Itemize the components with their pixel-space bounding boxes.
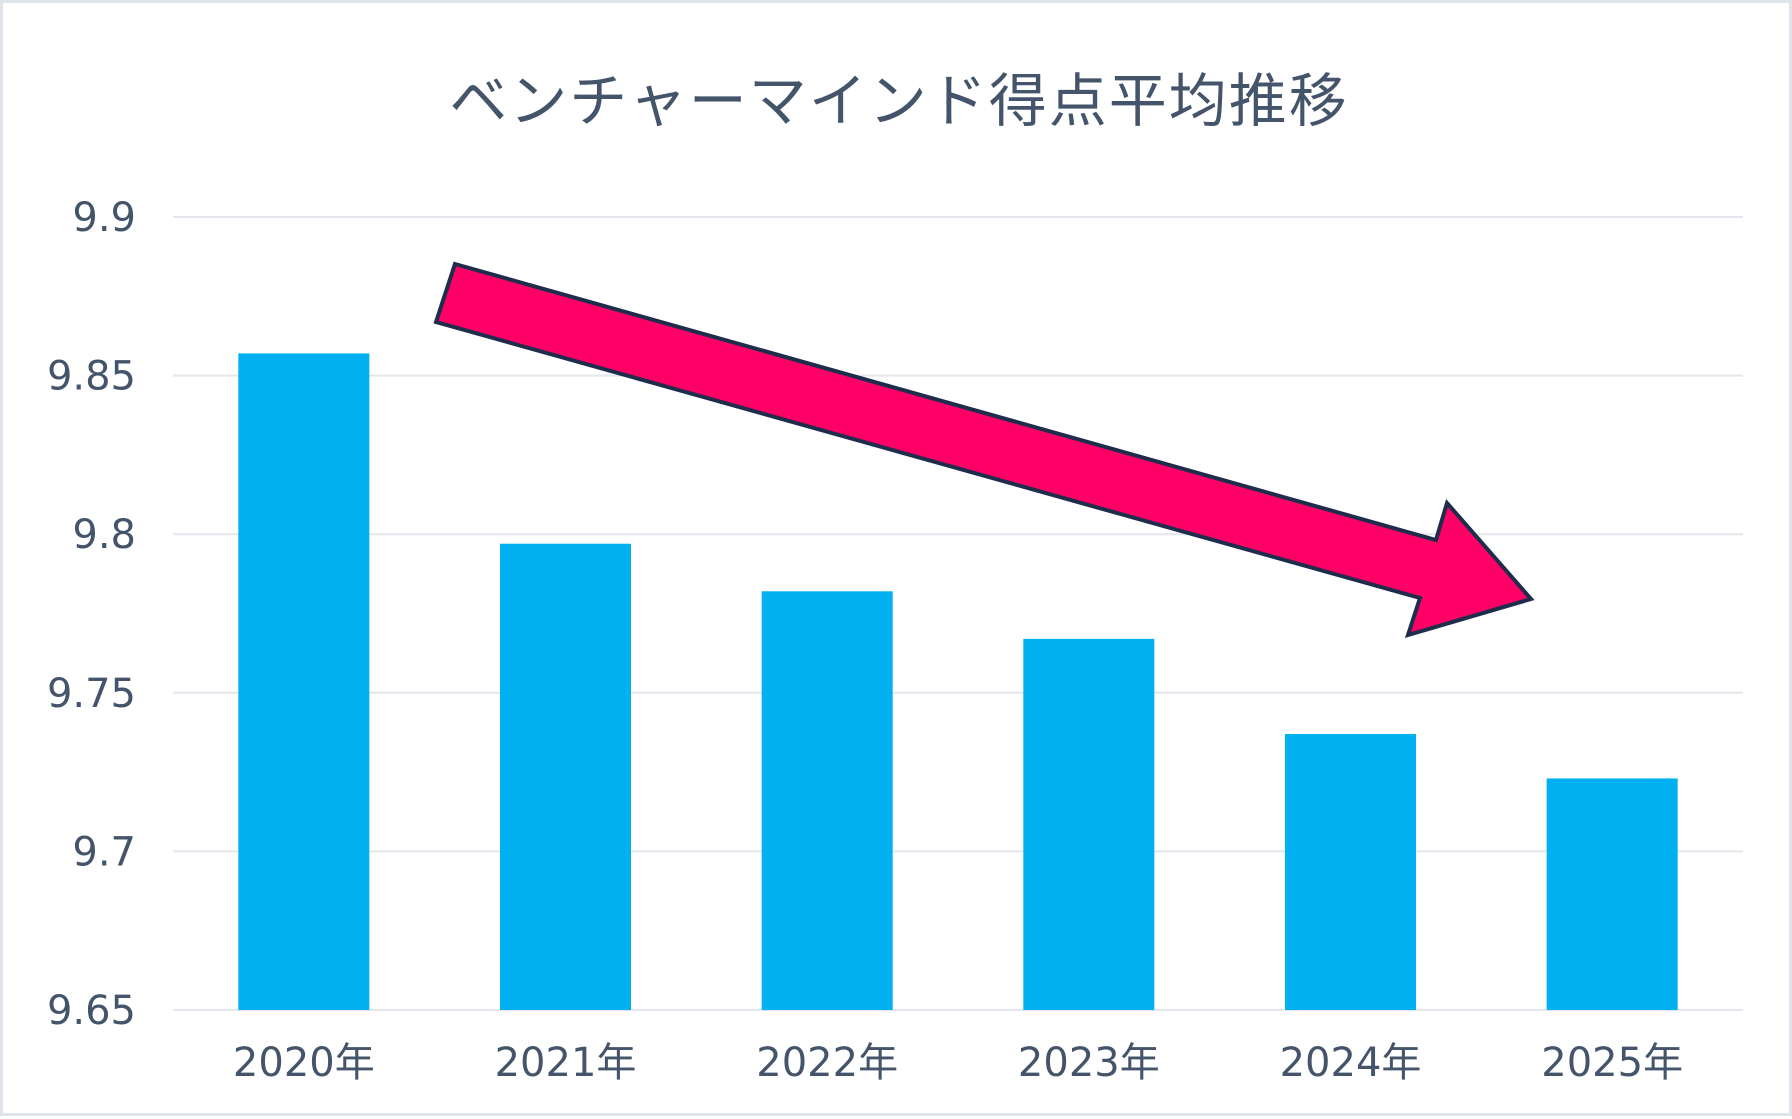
x-tick-label: 2022年 — [756, 1040, 898, 1086]
y-tick-label: 9.75 — [47, 671, 136, 717]
y-tick-label: 9.7 — [72, 829, 136, 875]
bar — [1285, 734, 1416, 1010]
x-tick-label: 2021年 — [495, 1040, 637, 1086]
bar-chart: ベンチャーマインド得点平均推移 9.65 9.7 9.75 9.8 9.85 9.9 20… — [47, 67, 1743, 1086]
y-tick-label: 9.9 — [72, 195, 136, 241]
y-tick-label: 9.85 — [47, 354, 136, 400]
y-tick-label: 9.65 — [47, 988, 136, 1034]
gridlines — [173, 216, 1743, 1011]
bar — [500, 543, 631, 1010]
x-tick-label: 2025年 — [1541, 1040, 1683, 1086]
bar — [238, 353, 370, 1010]
x-axis-ticks: 2020年 2021年 2022年 2023年 2024年 2025年 — [233, 1040, 1683, 1086]
x-tick-label: 2023年 — [1018, 1040, 1160, 1086]
x-tick-label: 2024年 — [1280, 1040, 1422, 1086]
x-tick-label: 2020年 — [233, 1040, 375, 1086]
bar — [761, 591, 893, 1010]
trend-arrow — [433, 261, 1535, 638]
chart-title: ベンチャーマインド得点平均推移 — [449, 67, 1348, 135]
y-tick-label: 9.8 — [72, 512, 136, 558]
bar — [1023, 638, 1155, 1010]
bars — [238, 353, 1678, 1010]
bar — [1546, 778, 1678, 1010]
y-axis-ticks: 9.65 9.7 9.75 9.8 9.85 9.9 — [47, 195, 136, 1034]
